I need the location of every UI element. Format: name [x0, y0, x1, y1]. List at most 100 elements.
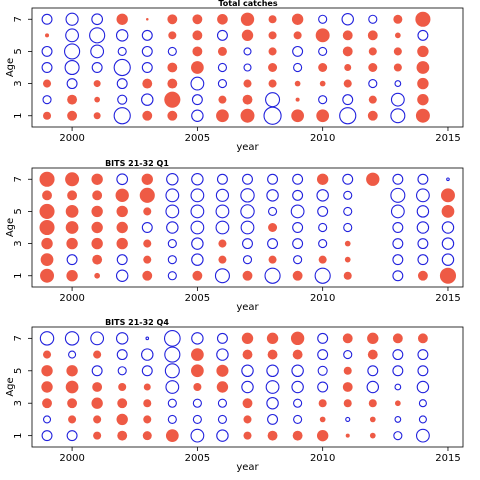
x-tick-label: 2015: [435, 133, 460, 144]
bubble-point: [115, 188, 129, 203]
bubble-point: [65, 172, 80, 187]
bubble-point: [291, 109, 304, 123]
bubble-point: [143, 255, 152, 264]
bubble-point: [65, 380, 79, 394]
bubble-point: [417, 238, 429, 250]
bubble-point: [141, 173, 153, 185]
bubble-point: [292, 430, 303, 441]
bubble-point: [418, 415, 427, 424]
bubble-point: [192, 30, 203, 41]
bubble-point: [242, 173, 253, 185]
bubble-point: [165, 188, 180, 203]
bubble-point: [267, 173, 279, 185]
bubble-point: [293, 31, 302, 40]
bubble-point: [266, 396, 279, 410]
bubble-point: [141, 365, 153, 377]
bubble-point: [115, 269, 129, 282]
bubble-point: [390, 92, 405, 107]
bubble-point: [89, 27, 106, 44]
bubble-point: [91, 13, 104, 26]
plot-frame: [31, 7, 464, 128]
bubble-point: [293, 62, 303, 73]
bubble-point: [263, 106, 282, 125]
bubble-point: [191, 94, 203, 106]
bubble-point: [167, 239, 177, 249]
bubble-point: [45, 33, 50, 38]
bubble-point: [91, 173, 103, 185]
bubble-point: [395, 400, 401, 407]
bubble-point: [393, 14, 403, 24]
bubble-point: [439, 267, 457, 284]
y-axis-title: Age: [5, 377, 16, 396]
bubble-point: [166, 173, 179, 186]
bubble-point: [39, 219, 55, 236]
bubble-point: [367, 332, 379, 345]
bubble-point: [343, 271, 352, 280]
bubble-point: [368, 399, 377, 408]
plot-frame: [31, 326, 464, 448]
bubble-point: [267, 430, 278, 441]
bubble-point: [141, 45, 153, 57]
bubble-point: [66, 430, 78, 442]
bubble-point: [116, 221, 128, 234]
bubble-point: [216, 109, 229, 123]
bubble-point: [241, 332, 254, 345]
bubble-point: [41, 13, 53, 25]
bubble-point: [217, 398, 228, 408]
bubble-point: [243, 431, 252, 440]
bubble-point: [393, 63, 402, 72]
bubble-point: [291, 380, 304, 394]
bubble-point: [39, 331, 55, 346]
bubble-point: [318, 255, 327, 264]
bubble-point: [216, 29, 228, 41]
bubble-point: [67, 398, 78, 409]
bubble-point: [317, 365, 328, 376]
bubble-point: [268, 223, 278, 232]
bubble-point: [392, 365, 404, 377]
bubble-point: [318, 95, 328, 105]
bubble-point: [143, 239, 152, 248]
bubble-point: [292, 173, 304, 185]
bubble-point: [441, 253, 455, 266]
y-tick-label: 5: [13, 368, 24, 374]
bubble-point: [316, 173, 329, 185]
x-tick-label: 2010: [310, 293, 335, 304]
bubble-point: [68, 350, 77, 359]
bubble-point: [167, 398, 177, 408]
bubble-point: [267, 349, 278, 360]
bubble-point: [416, 188, 430, 203]
bubble-point: [93, 112, 101, 120]
bubble-point: [343, 79, 352, 88]
bubble-point: [40, 253, 54, 267]
bubble-point: [316, 189, 329, 202]
bubble-point: [317, 381, 329, 393]
bubble-point: [215, 204, 230, 219]
bubble-point: [41, 381, 53, 393]
bubble-point: [164, 363, 180, 379]
bubble-point: [416, 61, 430, 74]
bubble-point: [295, 97, 300, 102]
bubble-point: [93, 350, 102, 359]
bubble-point: [116, 205, 128, 218]
bubble-point: [242, 94, 253, 105]
y-tick-label: 3: [13, 80, 24, 86]
bubble-point: [190, 204, 205, 219]
bubble-point: [191, 332, 204, 345]
bubble-point: [268, 31, 277, 40]
x-tick-label: 2015: [435, 293, 460, 304]
bubble-point: [41, 430, 53, 442]
bubble-point: [294, 80, 301, 87]
bubble-point: [93, 80, 101, 88]
bubble-point: [191, 364, 204, 378]
bubble-point: [240, 108, 255, 123]
bubble-point: [345, 433, 350, 438]
bubble-point: [191, 348, 204, 361]
bubble-point: [116, 349, 128, 361]
y-tick-label: 5: [13, 48, 24, 54]
bubble-point: [164, 91, 181, 108]
bubble-point: [416, 205, 430, 218]
bubble-point: [43, 111, 52, 120]
bubble-point: [292, 189, 304, 201]
bubble-point: [394, 416, 402, 423]
bubble-point: [446, 177, 450, 182]
